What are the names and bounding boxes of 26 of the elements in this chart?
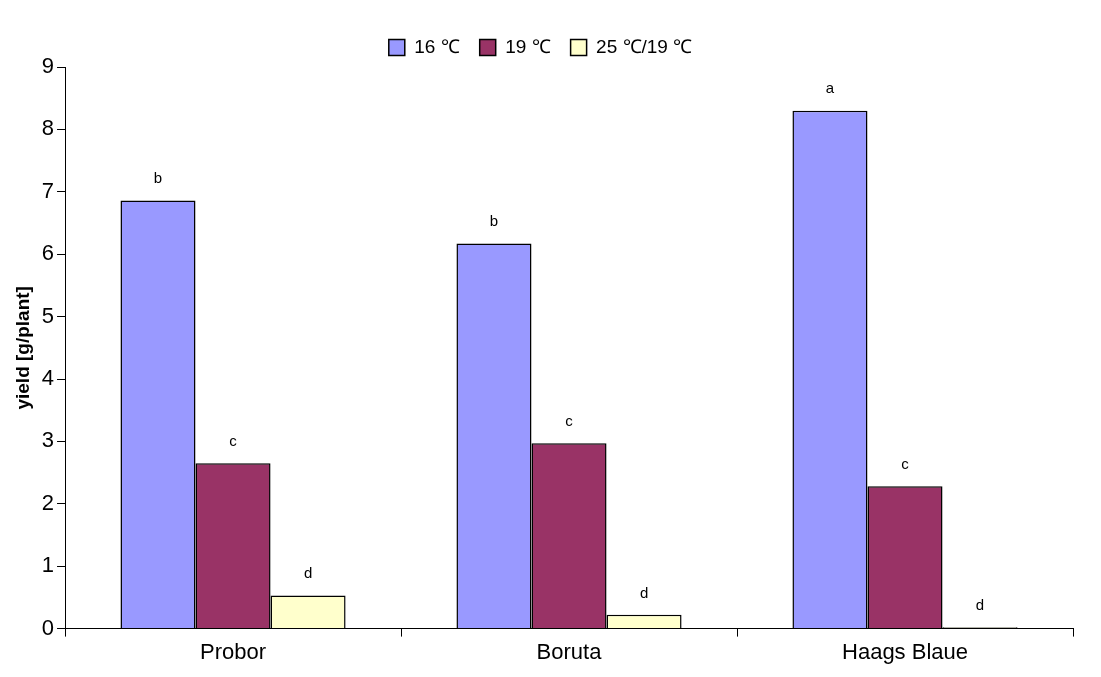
data-label: b [489, 212, 499, 230]
y-tick-label: 2 [41, 489, 55, 515]
y-tick-label: 8 [41, 115, 55, 141]
y-tick-label: 5 [41, 302, 55, 328]
x-tick-label: Haags Blaue [842, 638, 968, 664]
y-tick-label: 3 [41, 427, 55, 453]
data-label: c [565, 411, 574, 429]
x-tick-label: Boruta [536, 638, 603, 664]
data-label: a [825, 79, 835, 97]
data-label: d [975, 595, 985, 613]
y-tick-label: 1 [41, 552, 55, 578]
y-tick-label: 0 [41, 614, 55, 640]
data-label: c [901, 454, 910, 472]
data-label: c [229, 431, 238, 449]
y-tick-label: 9 [41, 53, 55, 79]
legend-label: 16 ℃ [414, 35, 460, 57]
y-tick-label: 6 [41, 240, 55, 266]
data-label: d [639, 583, 649, 601]
y-tick-label: 4 [41, 365, 55, 391]
legend-label: 19 ℃ [505, 35, 551, 57]
data-label: d [303, 564, 313, 582]
x-tick-label: Probor [200, 638, 267, 664]
legend-label: 25 ℃/19 ℃ [596, 35, 693, 57]
data-label: b [153, 169, 163, 187]
y-tick-label: 7 [41, 177, 55, 203]
y-axis-title: yield [g/plant] [11, 286, 33, 410]
